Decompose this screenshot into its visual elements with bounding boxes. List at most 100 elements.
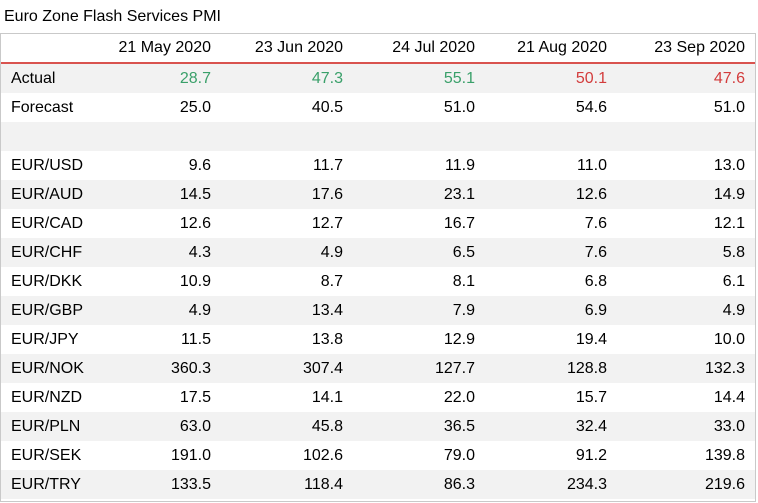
pair-label: EUR/AUD [1, 180, 93, 209]
table-row: EUR/GBP 4.9 13.4 7.9 6.9 4.9 [1, 296, 755, 325]
forecast-value: 51.0 [713, 98, 745, 116]
pair-value: 15.7 [575, 388, 607, 406]
pair-value: 33.0 [617, 412, 755, 441]
actual-row: Actual 28.7 47.3 55.1 50.1 47.6 [1, 63, 755, 93]
pair-value: 12.9 [443, 330, 475, 348]
pair-label: EUR/NOK [1, 354, 93, 383]
actual-value: 47.6 [617, 63, 755, 93]
pair-value: 8.7 [320, 272, 343, 290]
table-row: EUR/NOK 360.3 307.4 127.7 128.8 132.3 [1, 354, 755, 383]
column-header: 23 Jun 2020 [221, 34, 353, 64]
table-row: EUR/DKK 10.9 8.7 8.1 6.8 6.1 [1, 267, 755, 296]
pair-value: 139.8 [704, 446, 745, 464]
pair-value: 36.5 [353, 412, 485, 441]
pair-value: 86.3 [353, 470, 485, 499]
row-label: Actual [1, 63, 93, 93]
table-title: Euro Zone Flash Services PMI [4, 8, 221, 25]
pair-value: 7.6 [485, 238, 617, 267]
pair-value: 133.5 [93, 470, 221, 499]
table-row: EUR/PLN 63.0 45.8 36.5 32.4 33.0 [1, 412, 755, 441]
pair-value: 14.5 [93, 180, 221, 209]
pair-value: 23.1 [353, 180, 485, 209]
pair-label: EUR/DKK [11, 272, 83, 290]
pair-label: EUR/JPY [11, 330, 79, 348]
pair-value: 11.0 [577, 156, 607, 174]
column-header: 24 Jul 2020 [353, 34, 485, 64]
pair-value: 10.0 [713, 330, 745, 348]
pair-value: 5.8 [617, 238, 755, 267]
table-row: EUR/AUD 14.5 17.6 23.1 12.6 14.9 [1, 180, 755, 209]
pair-value: 234.3 [485, 470, 617, 499]
actual-value: 47.3 [221, 63, 353, 93]
table-body: Actual 28.7 47.3 55.1 50.1 47.6 Forecast… [1, 63, 755, 499]
pair-label: EUR/GBP [1, 296, 93, 325]
forecast-value: 40.5 [311, 98, 343, 116]
header-corner [1, 34, 93, 64]
pmi-table: 21 May 2020 23 Jun 2020 24 Jul 2020 21 A… [1, 34, 755, 499]
pair-value: 7.6 [584, 214, 607, 232]
pair-value: 127.7 [353, 354, 485, 383]
pair-value: 14.1 [311, 388, 343, 406]
forecast-row: Forecast 25.0 40.5 51.0 54.6 51.0 [1, 93, 755, 122]
pair-value: 6.1 [722, 272, 745, 290]
spacer-row [1, 122, 755, 151]
pair-value: 45.8 [221, 412, 353, 441]
pair-value: 16.7 [443, 214, 475, 232]
pair-value: 191.0 [170, 446, 211, 464]
pair-value: 17.5 [179, 388, 211, 406]
table-row: EUR/NZD 17.5 14.1 22.0 15.7 14.4 [1, 383, 755, 412]
pair-value: 6.5 [353, 238, 485, 267]
forecast-value: 25.0 [179, 98, 211, 116]
header-row: 21 May 2020 23 Jun 2020 24 Jul 2020 21 A… [1, 34, 755, 64]
pair-label: EUR/USD [11, 156, 84, 174]
pair-value: 4.9 [93, 296, 221, 325]
table-row: EUR/USD 9.6 11.7 11.9 11.0 13.0 [1, 151, 755, 180]
pair-label: EUR/CHF [1, 238, 93, 267]
actual-value: 28.7 [93, 63, 221, 93]
table-row: EUR/TRY 133.5 118.4 86.3 234.3 219.6 [1, 470, 755, 499]
table-row: EUR/JPY 11.5 13.8 12.9 19.4 10.0 [1, 325, 755, 354]
pair-label: EUR/SEK [11, 446, 82, 464]
pair-value: 32.4 [485, 412, 617, 441]
table-row: EUR/CHF 4.3 4.9 6.5 7.6 5.8 [1, 238, 755, 267]
table-row: EUR/SEK 191.0 102.6 79.0 91.2 139.8 [1, 441, 755, 470]
pair-value: 7.9 [353, 296, 485, 325]
actual-value: 55.1 [353, 63, 485, 93]
pair-value: 6.8 [584, 272, 607, 290]
pair-value: 132.3 [617, 354, 755, 383]
pair-value: 128.8 [485, 354, 617, 383]
pair-value: 307.4 [221, 354, 353, 383]
pair-value: 79.0 [443, 446, 475, 464]
pair-value: 102.6 [302, 446, 343, 464]
pair-label: EUR/CAD [11, 214, 84, 232]
pair-value: 12.6 [179, 214, 211, 232]
pair-value: 11.5 [181, 330, 211, 348]
actual-value: 50.1 [485, 63, 617, 93]
column-header: 23 Sep 2020 [617, 34, 755, 64]
pair-value: 4.9 [221, 238, 353, 267]
pair-value: 14.4 [713, 388, 745, 406]
pair-label: EUR/PLN [1, 412, 93, 441]
pair-value: 4.3 [93, 238, 221, 267]
column-header: 21 May 2020 [93, 34, 221, 64]
pair-value: 22.0 [443, 388, 475, 406]
pair-value: 10.9 [179, 272, 211, 290]
pair-value: 12.6 [485, 180, 617, 209]
forecast-value: 51.0 [443, 98, 475, 116]
pair-value: 63.0 [93, 412, 221, 441]
pair-value: 11.9 [445, 156, 475, 174]
pair-value: 13.0 [713, 156, 745, 174]
pair-value: 17.6 [221, 180, 353, 209]
pair-value: 11.7 [313, 156, 343, 174]
pair-value: 9.6 [188, 156, 211, 174]
pair-value: 4.9 [617, 296, 755, 325]
pair-value: 13.4 [221, 296, 353, 325]
pmi-table-container: 21 May 2020 23 Jun 2020 24 Jul 2020 21 A… [0, 33, 756, 502]
pair-label: EUR/NZD [11, 388, 83, 406]
table-row: EUR/CAD 12.6 12.7 16.7 7.6 12.1 [1, 209, 755, 238]
pair-value: 12.7 [311, 214, 343, 232]
pair-value: 14.9 [617, 180, 755, 209]
pair-value: 360.3 [93, 354, 221, 383]
pair-label: EUR/TRY [1, 470, 93, 499]
pair-value: 19.4 [575, 330, 607, 348]
